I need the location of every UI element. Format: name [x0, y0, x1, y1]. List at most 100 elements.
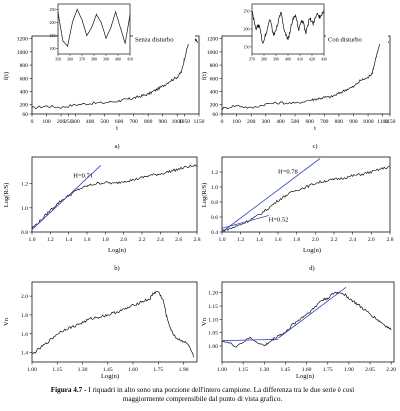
- x-tick-label-f: 1.90: [344, 367, 354, 373]
- caption-text: I riquadri in alto sono una porzione del…: [88, 386, 355, 403]
- x-tick-label-e: 1.15: [52, 367, 62, 373]
- x-tick-label-e: 1.00: [27, 367, 37, 373]
- y-tick-label-e: 2.0: [21, 294, 28, 300]
- inset-frame-a: [57, 3, 131, 55]
- y-tick-label-c: 200: [210, 103, 219, 109]
- inset-x-tick-label-a: 370: [79, 57, 85, 62]
- series-line-b: [31, 164, 198, 229]
- x-tick-label-b: 2.0: [120, 237, 127, 243]
- x-tick-label-a: 1050: [179, 119, 190, 125]
- x-axis-label-e: Log(n): [101, 373, 119, 380]
- x-axis-label-d: Log(n): [303, 247, 321, 254]
- x-tick-label-d: 2.0: [312, 237, 319, 243]
- x-tick-label-a: 800: [144, 119, 153, 125]
- y-tick-label-f: 1.00: [208, 344, 218, 350]
- x-tick-label-e: 1.90: [179, 367, 189, 373]
- x-tick-label-a: 900: [159, 119, 168, 125]
- x-tick-label-f: 1.15: [238, 367, 248, 373]
- y-tick-label-c: 1000: [207, 50, 218, 56]
- y-tick-label-b: 1.0: [21, 206, 28, 212]
- x-tick-label-c: 1000: [362, 119, 373, 125]
- y-tick-label-a: 1200: [17, 37, 28, 43]
- series-line-a: [31, 36, 198, 110]
- annotation-bg-a: [133, 35, 195, 44]
- x-tick-label-b: 2.4: [157, 237, 164, 243]
- chart-panel-b: 1.0 1.2 1.4 1.6 1.8 2.0 2.2 2.4 2.6 2.80.81.01.2L…: [3, 156, 201, 272]
- y-axis-label-c: f(t): [201, 72, 208, 80]
- x-tick-label-a: 250: [64, 119, 73, 125]
- x-tick-label-c: 1150: [385, 119, 396, 125]
- x-tick-label-a: 100: [42, 119, 51, 125]
- x-tick-label-b: 1.4: [65, 237, 72, 243]
- fit-line-f: [278, 287, 347, 339]
- x-tick-label-d: 2.8: [387, 237, 394, 243]
- chart-panel-d: 1.0 1.2 1.4 1.6 1.8 2.0 2.2 2.4 2.6 2.8 0.4 0.6 0.8 1…: [201, 156, 394, 272]
- series-line-c: [221, 36, 389, 110]
- x-tick-label-f: 1.75: [323, 367, 333, 373]
- x-tick-label-f: 1.60: [302, 367, 312, 373]
- y-axis-label-b: Log(R/S): [3, 183, 10, 208]
- y-tick-label-d: 0.6: [211, 215, 218, 221]
- x-tick-label-a: 1000: [172, 119, 183, 125]
- plot-frame-e: [31, 281, 198, 363]
- inset-x-tick-label-c: 390: [273, 57, 279, 62]
- x-axis-label-c: t: [314, 125, 316, 132]
- y-axis-label-a: f(t): [3, 72, 10, 80]
- x-axis-label-b: Log(n): [108, 247, 126, 254]
- x-tick-label-c: 600: [305, 119, 314, 125]
- x-tick-label-f: 1.30: [259, 367, 269, 373]
- series-annotation-a: Senza disturbo: [135, 37, 173, 44]
- x-tick-label-b: 2.2: [139, 237, 146, 243]
- series-line-f: [221, 291, 392, 348]
- caption-label: Figura 4.7 -: [50, 386, 89, 394]
- y-axis-label-f: Vn: [201, 317, 208, 326]
- y-tick-label-c: 60: [212, 112, 218, 118]
- inset-x-tick-label-a: 390: [103, 57, 109, 62]
- x-tick-label-d: 1.6: [275, 237, 282, 243]
- inset-x-tick-label-c: 410: [297, 57, 303, 62]
- inset-y-tick-label-c: 150: [244, 44, 250, 49]
- inset-y-tick-label-c: 250: [244, 9, 250, 14]
- x-tick-label-a: 600: [115, 119, 124, 125]
- y-tick-label-a: 400: [20, 90, 29, 96]
- inset-y-tick-label-a: 150: [50, 33, 56, 38]
- y-tick-label-c: 400: [210, 90, 219, 96]
- figure-caption: Figura 4.7 - I riquadri in alto sono una…: [30, 386, 375, 404]
- y-tick-label-b: 1.2: [21, 182, 28, 188]
- y-tick-label-a: 800: [20, 63, 29, 69]
- fit-line-d: [221, 215, 269, 229]
- x-tick-label-d: 2.2: [331, 237, 338, 243]
- y-axis-label-e: Vn: [3, 317, 10, 326]
- x-tick-label-c: 200: [247, 119, 256, 125]
- x-tick-label-f: 1.00: [217, 367, 227, 373]
- y-tick-label-f: 1.15: [208, 304, 218, 310]
- x-axis-label-a: t: [116, 125, 118, 132]
- y-tick-label-d: 1.0: [211, 185, 218, 191]
- x-tick-label-a: 200: [57, 119, 66, 125]
- x-tick-label-d: 2.6: [368, 237, 375, 243]
- x-tick-label-c: 900: [349, 119, 358, 125]
- panel-label-d: d): [309, 265, 314, 272]
- inset-y-tick-label-a: 250: [50, 7, 56, 12]
- y-tick-label-c: 800: [210, 63, 219, 69]
- x-tick-label-b: 2.8: [194, 237, 201, 243]
- x-tick-label-c: 400: [276, 119, 285, 125]
- fit-line-d: [221, 158, 321, 233]
- x-tick-label-b: 1.6: [84, 237, 91, 243]
- y-tick-label-d: 0.4: [211, 230, 218, 236]
- x-tick-label-e: 1.75: [153, 367, 163, 373]
- y-tick-label-f: 1.05: [208, 331, 218, 337]
- x-tick-label-d: 1.8: [293, 237, 300, 243]
- y-tick-label-a: 200: [20, 103, 29, 109]
- panel-label-a: a): [114, 143, 119, 150]
- x-tick-label-a: 0: [31, 119, 34, 125]
- x-tick-label-d: 2.4: [349, 237, 356, 243]
- x-tick-label-a: 700: [129, 119, 138, 125]
- x-tick-label-a: 300: [71, 119, 80, 125]
- x-tick-label-e: 1.30: [78, 367, 88, 373]
- inset-frame-c: [251, 3, 325, 55]
- x-tick-label-c: 800: [335, 119, 344, 125]
- inset-y-tick-label-c: 200: [244, 27, 250, 32]
- y-tick-label-c: 1200: [207, 37, 218, 43]
